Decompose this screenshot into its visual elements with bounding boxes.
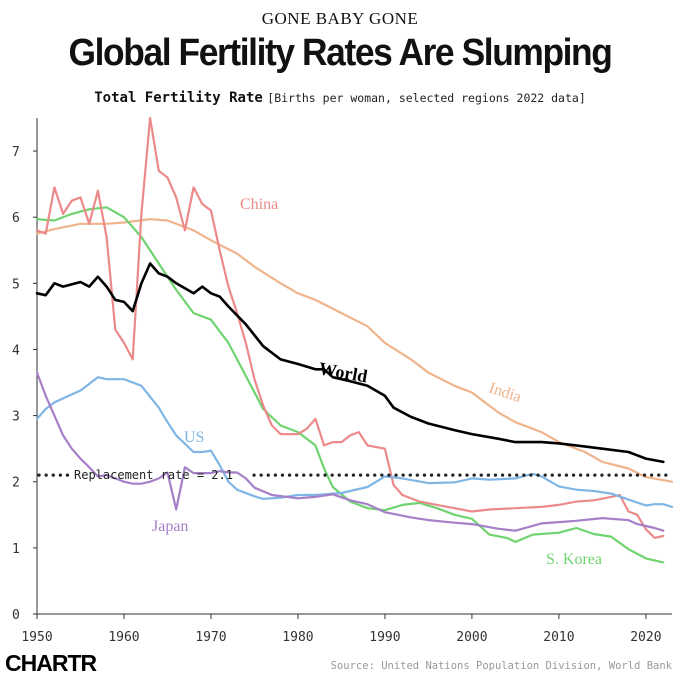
series-line-s-korea — [35, 206, 665, 564]
series-line-us — [35, 376, 674, 508]
x-tick-label: 1990 — [369, 630, 400, 645]
x-tick-label: 2000 — [456, 630, 487, 645]
subtitle-description: [Births per woman, selected regions 2022… — [267, 91, 586, 105]
x-tick-label: 1980 — [282, 630, 313, 645]
chartr-logo: CHARTR — [5, 650, 97, 676]
replacement-line: Replacement rate = 2.1 — [37, 468, 670, 482]
x-tick-label: 2010 — [543, 630, 574, 645]
y-tick-label: 3 — [12, 410, 20, 425]
replacement-rate-label: Replacement rate = 2.1 — [74, 468, 233, 482]
series-line-world — [35, 262, 665, 464]
series-lines — [35, 116, 674, 564]
series-label-world: World — [317, 358, 369, 386]
x-tick-label: 2020 — [630, 630, 661, 645]
y-tick-label: 7 — [12, 145, 20, 160]
chart-title: Global Fertility Rates Are Slumping — [68, 32, 613, 74]
series-line-japan — [35, 371, 665, 532]
chart-subtitle: Total Fertility Rate [Births per woman, … — [0, 89, 680, 107]
y-tick-label: 6 — [12, 211, 20, 226]
source-note: Source: United Nations Population Divisi… — [330, 660, 672, 672]
chart-axes: 0 1 2 3 4 5 6 7 1950 1960 1970 1980 1990 2000 2010 2020 — [12, 118, 672, 645]
series-line-china — [35, 116, 665, 539]
series-label-india: India — [487, 380, 524, 406]
series-label-japan: Japan — [152, 518, 188, 535]
chart-supertitle: GONE BABY GONE — [261, 9, 419, 28]
x-tick-label: 1970 — [195, 630, 226, 645]
series-label-china: China — [240, 196, 278, 213]
y-tick-label: 5 — [12, 277, 20, 292]
series-label-us: US — [184, 429, 204, 446]
y-tick-label: 2 — [12, 476, 20, 491]
y-tick-label: 0 — [12, 608, 20, 623]
series-labels: India S. Korea China World US Japan — [152, 196, 602, 568]
y-tick-label: 1 — [12, 542, 20, 557]
x-tick-label: 1950 — [21, 630, 52, 645]
series-label-s-korea: S. Korea — [546, 551, 602, 568]
x-tick-label: 1960 — [108, 630, 139, 645]
y-tick-label: 4 — [12, 343, 20, 358]
subtitle-metric: Total Fertility Rate — [94, 90, 263, 106]
